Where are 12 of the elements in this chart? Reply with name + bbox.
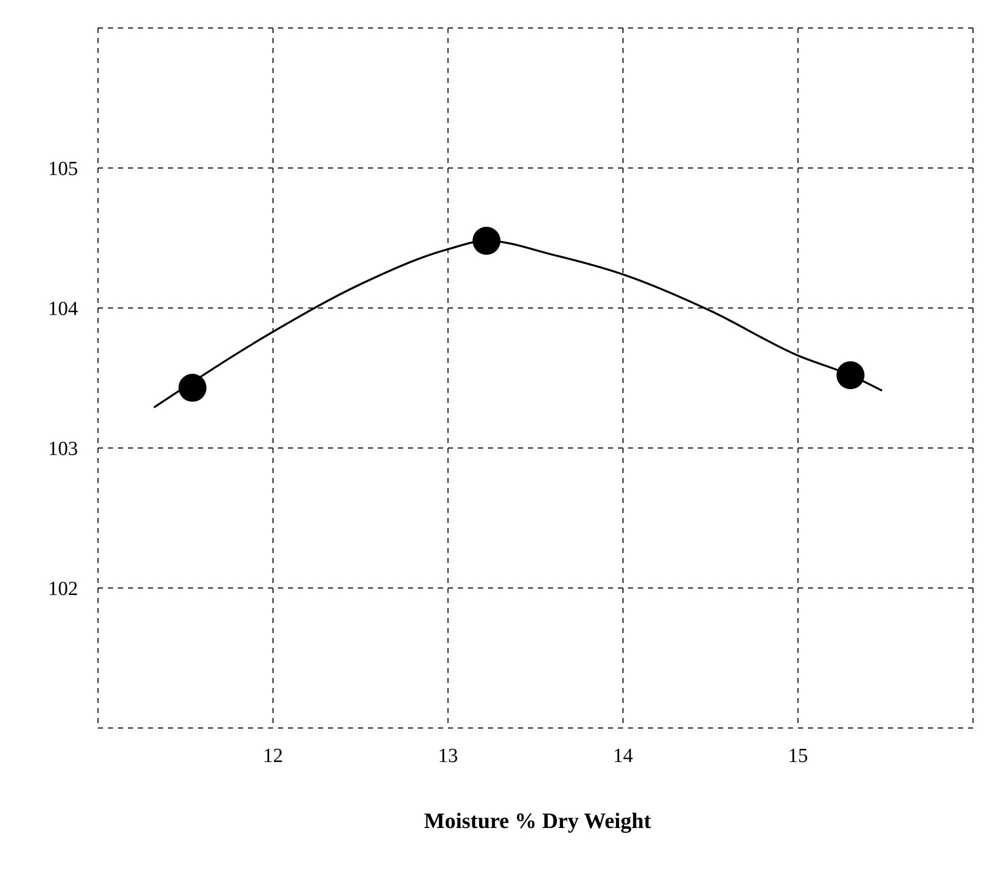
y-tick-label: 104 (48, 298, 78, 320)
point (472, 226, 500, 255)
y-tick-label: 102 (48, 578, 78, 600)
point (836, 361, 864, 390)
x-tick-label: 14 (613, 745, 633, 768)
y-tick-label: 103 (48, 438, 78, 460)
x-tick-label: 12 (263, 745, 283, 768)
x-tick-label: 15 (788, 745, 808, 768)
x-tick-label: 13 (438, 745, 458, 768)
y-tick-label: 105 (48, 158, 78, 180)
point (178, 374, 206, 402)
x-axis-title: Moisture % Dry Weight (422, 808, 652, 834)
